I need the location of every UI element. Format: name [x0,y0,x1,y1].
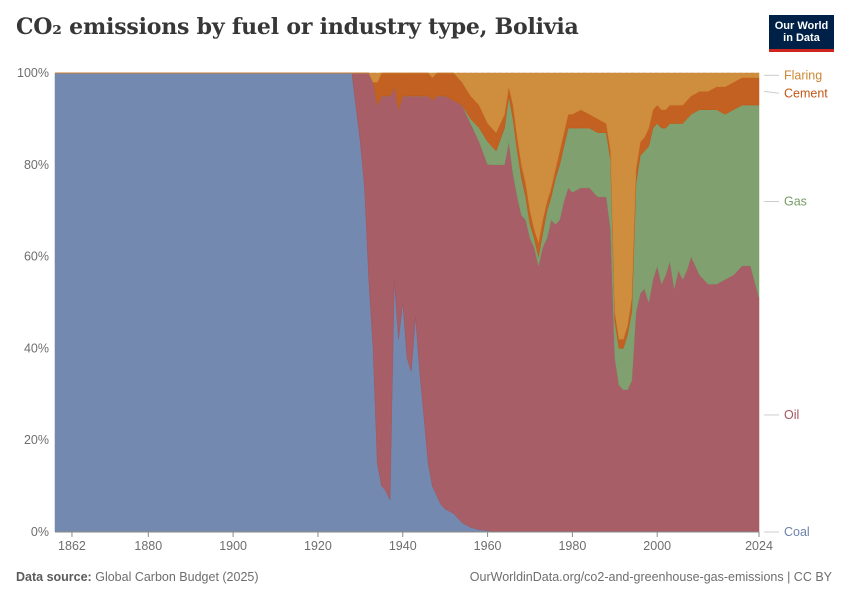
x-tick-label: 1920 [304,539,332,553]
legend-label-flaring: Flaring [784,68,822,82]
legend-label-coal: Coal [784,525,810,539]
chart-title: CO₂ emissions by fuel or industry type, … [16,14,579,40]
x-tick-label: 1862 [58,539,86,553]
legend-connector [763,90,780,94]
data-source-value: Global Carbon Budget (2025) [95,570,259,584]
y-tick-label: 60% [24,250,49,264]
x-tick-label: 1880 [134,539,162,553]
data-source: Data source: Global Carbon Budget (2025) [16,570,259,584]
x-tick-label: 1900 [219,539,247,553]
logo-accent-bar [769,49,834,52]
x-tick-label: 2000 [643,539,671,553]
legend-label-oil: Oil [784,408,799,422]
area-layer [54,72,760,533]
stacked-area-chart: 0% 20% 40% 60% 80% 100% 1862 1880 1900 1920 1940 19… [17,66,828,553]
y-tick-label: 20% [24,433,49,447]
source-url[interactable]: OurWorldinData.org/co2-and-greenhouse-ga… [469,570,832,584]
x-tick-label: 2024 [745,539,773,553]
data-source-label: Data source: [16,570,92,584]
legend-label-cement: Cement [784,86,828,100]
x-tick-label: 1940 [389,539,417,553]
y-tick-label: 100% [17,66,49,80]
axis-layer: 0% 20% 40% 60% 80% 100% 1862 1880 1900 1920 1940 19… [17,66,773,553]
x-tick-label: 1960 [474,539,502,553]
y-tick-label: 80% [24,158,49,172]
y-tick-label: 40% [24,341,49,355]
legend-layer: Coal Oil Gas Cement Flaring [763,68,828,539]
legend-label-gas: Gas [784,195,807,209]
area-flaring [55,72,760,340]
logo-line-2: in Data [783,32,820,44]
owid-logo[interactable]: Our World in Data [769,15,834,52]
x-tick-label: 1980 [558,539,586,553]
logo-line-1: Our World [774,20,829,32]
y-tick-label: 0% [31,525,49,539]
